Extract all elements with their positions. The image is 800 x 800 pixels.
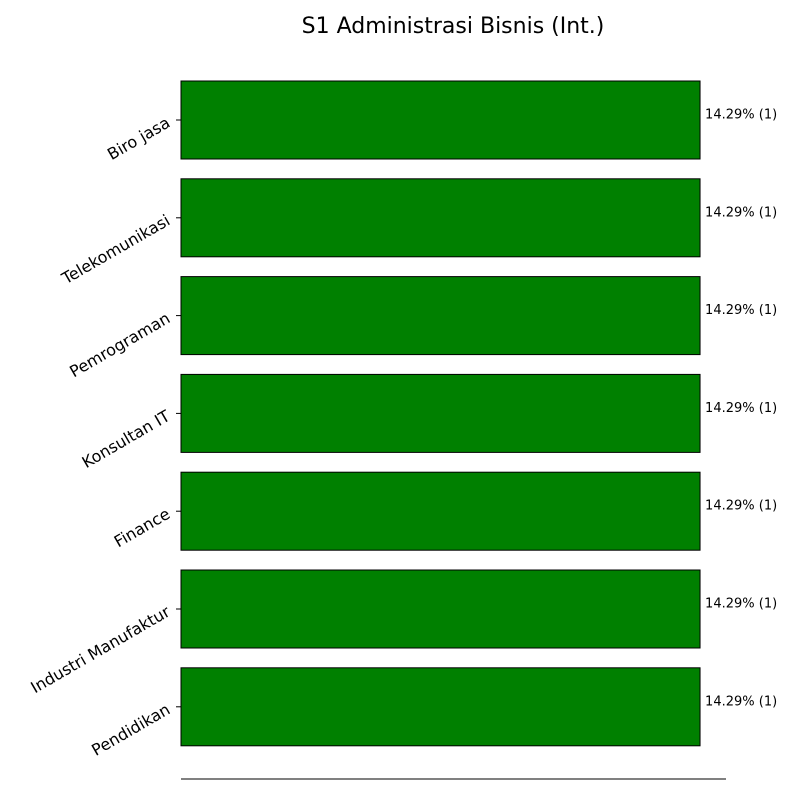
bar-6 [180,667,701,747]
data-label-1: 14.29% (1) [705,205,777,220]
y-tick-label-3: Konsultan IT [79,406,174,472]
data-labels-layer: 14.29% (1) 14.29% (1) 14.29% (1) 14.29% (1)… [705,108,777,710]
bar-4 [180,471,701,551]
data-label-6: 14.29% (1) [705,694,777,709]
bar-1 [180,178,701,258]
y-tick-label-6: Pendidikan [88,700,173,760]
data-label-0: 14.29% (1) [705,108,777,123]
chart-title: S1 Administrasi Bisnis (Int.) [301,14,605,39]
y-tick-label-4: Finance [111,504,174,551]
bar-5 [180,569,701,649]
y-tick-label-0: Biro jasa [104,113,173,164]
bars-layer [180,80,701,747]
y-tick-label-1: Telekomunikasi [58,211,174,289]
data-label-5: 14.29% (1) [705,597,777,612]
bar-2 [180,276,701,356]
bar-3 [180,373,701,453]
tick-labels-layer: Biro jasa Telekomunikasi Pemrograman Konsul… [27,113,181,760]
y-tick-label-5: Industri Manufaktur [27,602,173,697]
data-label-3: 14.29% (1) [705,401,777,416]
data-label-2: 14.29% (1) [705,303,777,318]
data-label-4: 14.29% (1) [705,499,777,514]
bar-0 [180,80,701,160]
y-tick-label-2: Pemrograman [66,309,173,382]
